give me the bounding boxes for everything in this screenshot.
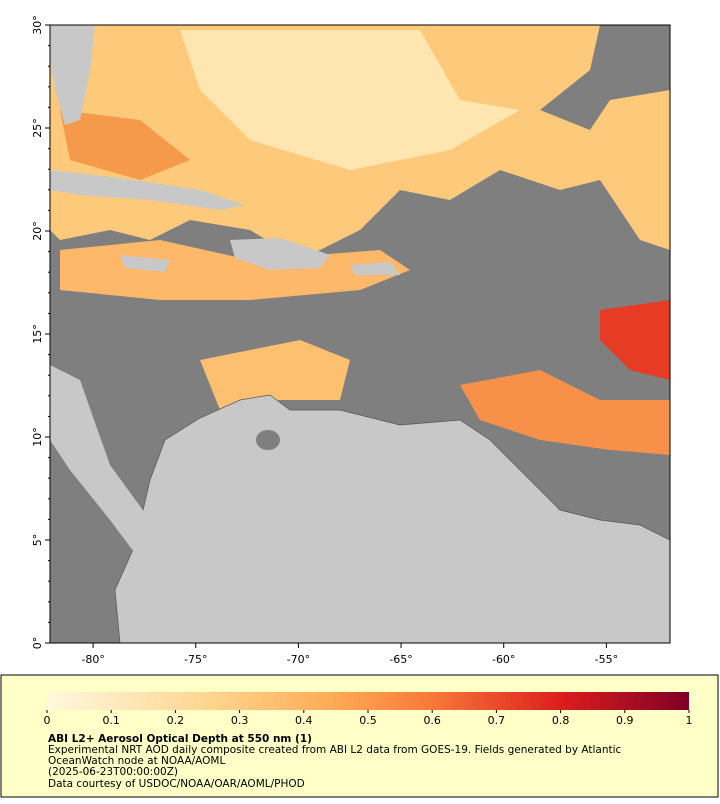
aerosol-light: [180, 30, 520, 170]
colorbar-tick-label: 0.3: [231, 714, 249, 727]
map: [50, 25, 670, 643]
y-tick-label: 15°: [31, 324, 44, 344]
colorbar-tick-label: 0.8: [552, 714, 570, 727]
caption-line: OceanWatch node at NOAA/AOML: [48, 755, 225, 767]
y-tick-label: 0°: [31, 637, 44, 650]
land-puerto-rico: [350, 262, 400, 275]
colorbar-tick-label: 0.9: [616, 714, 634, 727]
y-tick-label: 5°: [31, 534, 44, 547]
x-tick-label: -55°: [595, 653, 618, 666]
y-tick-label: 25°: [31, 118, 44, 138]
colorbar-tick-label: 0.4: [295, 714, 313, 727]
aerosol-patch: [60, 110, 190, 180]
y-tick-label: 20°: [31, 221, 44, 241]
caption-line: (2025-06-23T00:00:00Z): [48, 766, 178, 778]
land-florida: [50, 25, 95, 125]
colorbar-tick-label: 0.2: [167, 714, 185, 727]
aerosol-patch: [460, 370, 670, 455]
y-tick-label: 30°: [31, 15, 44, 35]
aerosol-patch: [200, 340, 350, 410]
x-tick-label: -75°: [184, 653, 207, 666]
land-central-america: [50, 365, 150, 560]
y-tick-label: 10°: [31, 427, 44, 447]
land-cuba: [50, 170, 245, 210]
x-tick-label: -65°: [389, 653, 412, 666]
colorbar-tick-label: 0.7: [488, 714, 506, 727]
caption-title: ABI L2+ Aerosol Optical Depth at 550 nm …: [48, 733, 312, 745]
colorbar-tick-label: 0.6: [423, 714, 441, 727]
land-jamaica: [120, 255, 170, 272]
land-south-america: [114, 394, 670, 643]
x-tick-label: -60°: [492, 653, 515, 666]
colorbar-tick-label: 0.1: [102, 714, 120, 727]
x-tick-label: -70°: [287, 653, 310, 666]
colorbar-tick-label: 1: [686, 714, 693, 727]
land-hispaniola: [230, 238, 330, 270]
caption-line: Experimental NRT AOD daily composite cre…: [48, 744, 622, 756]
colorbar-tick-label: 0.5: [359, 714, 377, 727]
colorbar: [47, 692, 689, 710]
caption-line: Data courtesy of USDOC/NOAA/OAR/AOML/PHO…: [48, 778, 305, 790]
colorbar-tick-label: 0: [44, 714, 51, 727]
aerosol-dense: [600, 300, 670, 380]
x-tick-label: -80°: [81, 653, 104, 666]
lake-maracaibo: [256, 430, 280, 450]
